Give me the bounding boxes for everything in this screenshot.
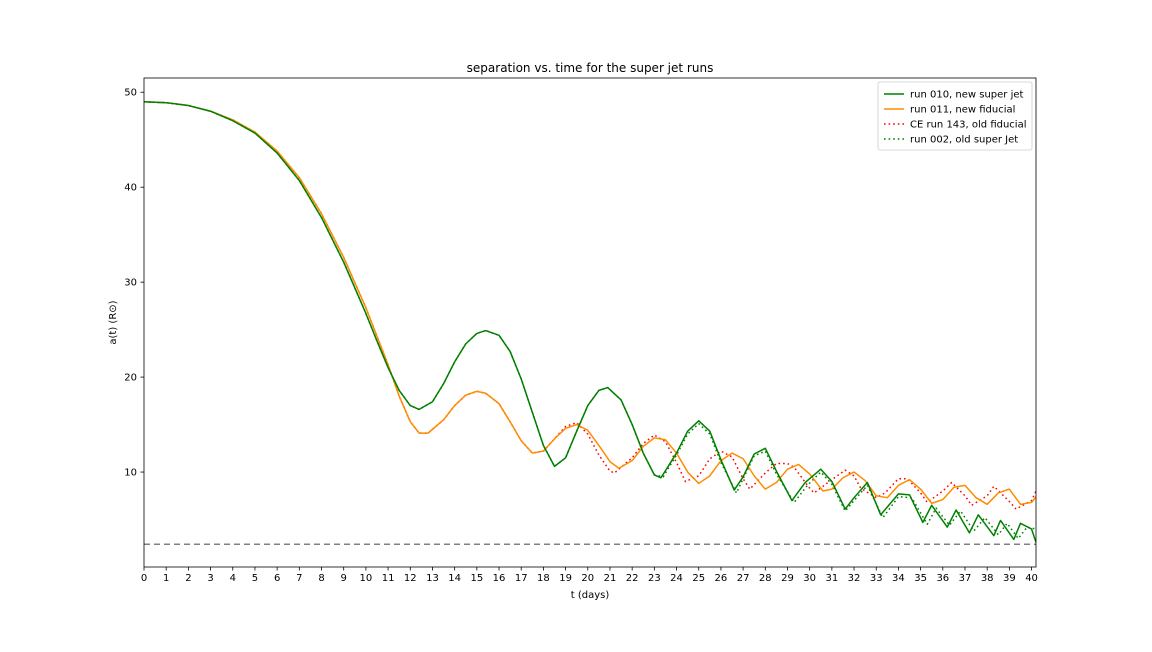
legend-entry-3: CE run 143, old fiducial (910, 120, 1026, 131)
x-tick-label: 9 (341, 573, 347, 584)
x-tick-label: 22 (626, 573, 639, 584)
x-tick-label: 11 (382, 573, 395, 584)
x-tick-label: 20 (581, 573, 594, 584)
x-tick-label: 29 (781, 573, 794, 584)
x-tick-label: 23 (648, 573, 661, 584)
x-tick-label: 40 (1025, 573, 1038, 584)
x-tick-label: 27 (737, 573, 750, 584)
x-tick-label: 34 (892, 573, 905, 584)
x-tick-label: 24 (670, 573, 683, 584)
x-tick-label: 5 (252, 573, 258, 584)
x-tick-label: 6 (274, 573, 280, 584)
x-tick-label: 37 (959, 573, 972, 584)
y-axis-label: a(t) (R⊙) (108, 300, 119, 344)
x-tick-label: 12 (404, 573, 417, 584)
x-tick-label: 16 (493, 573, 506, 584)
x-tick-label: 30 (803, 573, 816, 584)
x-tick-label: 4 (230, 573, 236, 584)
y-tick-label: 10 (124, 468, 137, 479)
series-line-4 (144, 100, 1036, 540)
y-tick-label: 50 (124, 88, 137, 99)
legend-entry-4: run 002, old super Jet (910, 135, 1018, 146)
x-tick-label: 8 (318, 573, 324, 584)
x-tick-label: 39 (1003, 573, 1016, 584)
x-tick-label: 35 (914, 573, 927, 584)
x-tick-label: 38 (981, 573, 994, 584)
y-tick-label: 40 (124, 183, 137, 194)
chart-title: separation vs. time for the super jet ru… (467, 61, 714, 75)
x-tick-label: 26 (715, 573, 728, 584)
x-tick-label: 17 (515, 573, 528, 584)
x-tick-label: 7 (296, 573, 302, 584)
x-tick-label: 10 (360, 573, 373, 584)
x-tick-label: 3 (207, 573, 213, 584)
legend-entry-1: run 010, new super jet (910, 90, 1024, 101)
x-tick-label: 32 (848, 573, 861, 584)
x-axis-label: t (days) (571, 590, 610, 601)
x-tick-label: 31 (825, 573, 838, 584)
series-line-3 (144, 100, 1036, 510)
x-tick-label: 13 (426, 573, 439, 584)
x-tick-label: 21 (604, 573, 617, 584)
x-tick-label: 36 (936, 573, 949, 584)
series-line-2 (144, 100, 1036, 506)
y-tick-label: 20 (124, 373, 137, 384)
x-tick-label: 15 (470, 573, 483, 584)
x-tick-label: 33 (870, 573, 883, 584)
x-tick-label: 28 (759, 573, 772, 584)
x-tick-label: 2 (185, 573, 191, 584)
x-tick-label: 19 (559, 573, 572, 584)
x-tick-label: 18 (537, 573, 550, 584)
x-tick-label: 0 (141, 573, 147, 584)
legend-box (877, 81, 1033, 151)
x-tick-label: 25 (692, 573, 705, 584)
legend-entry-2: run 011, new fiducial (910, 105, 1015, 116)
x-tick-label: 14 (448, 573, 461, 584)
series-line-1 (144, 100, 1036, 543)
plot-frame (143, 77, 1037, 568)
x-tick-label: 1 (163, 573, 169, 584)
y-tick-label: 30 (124, 278, 137, 289)
